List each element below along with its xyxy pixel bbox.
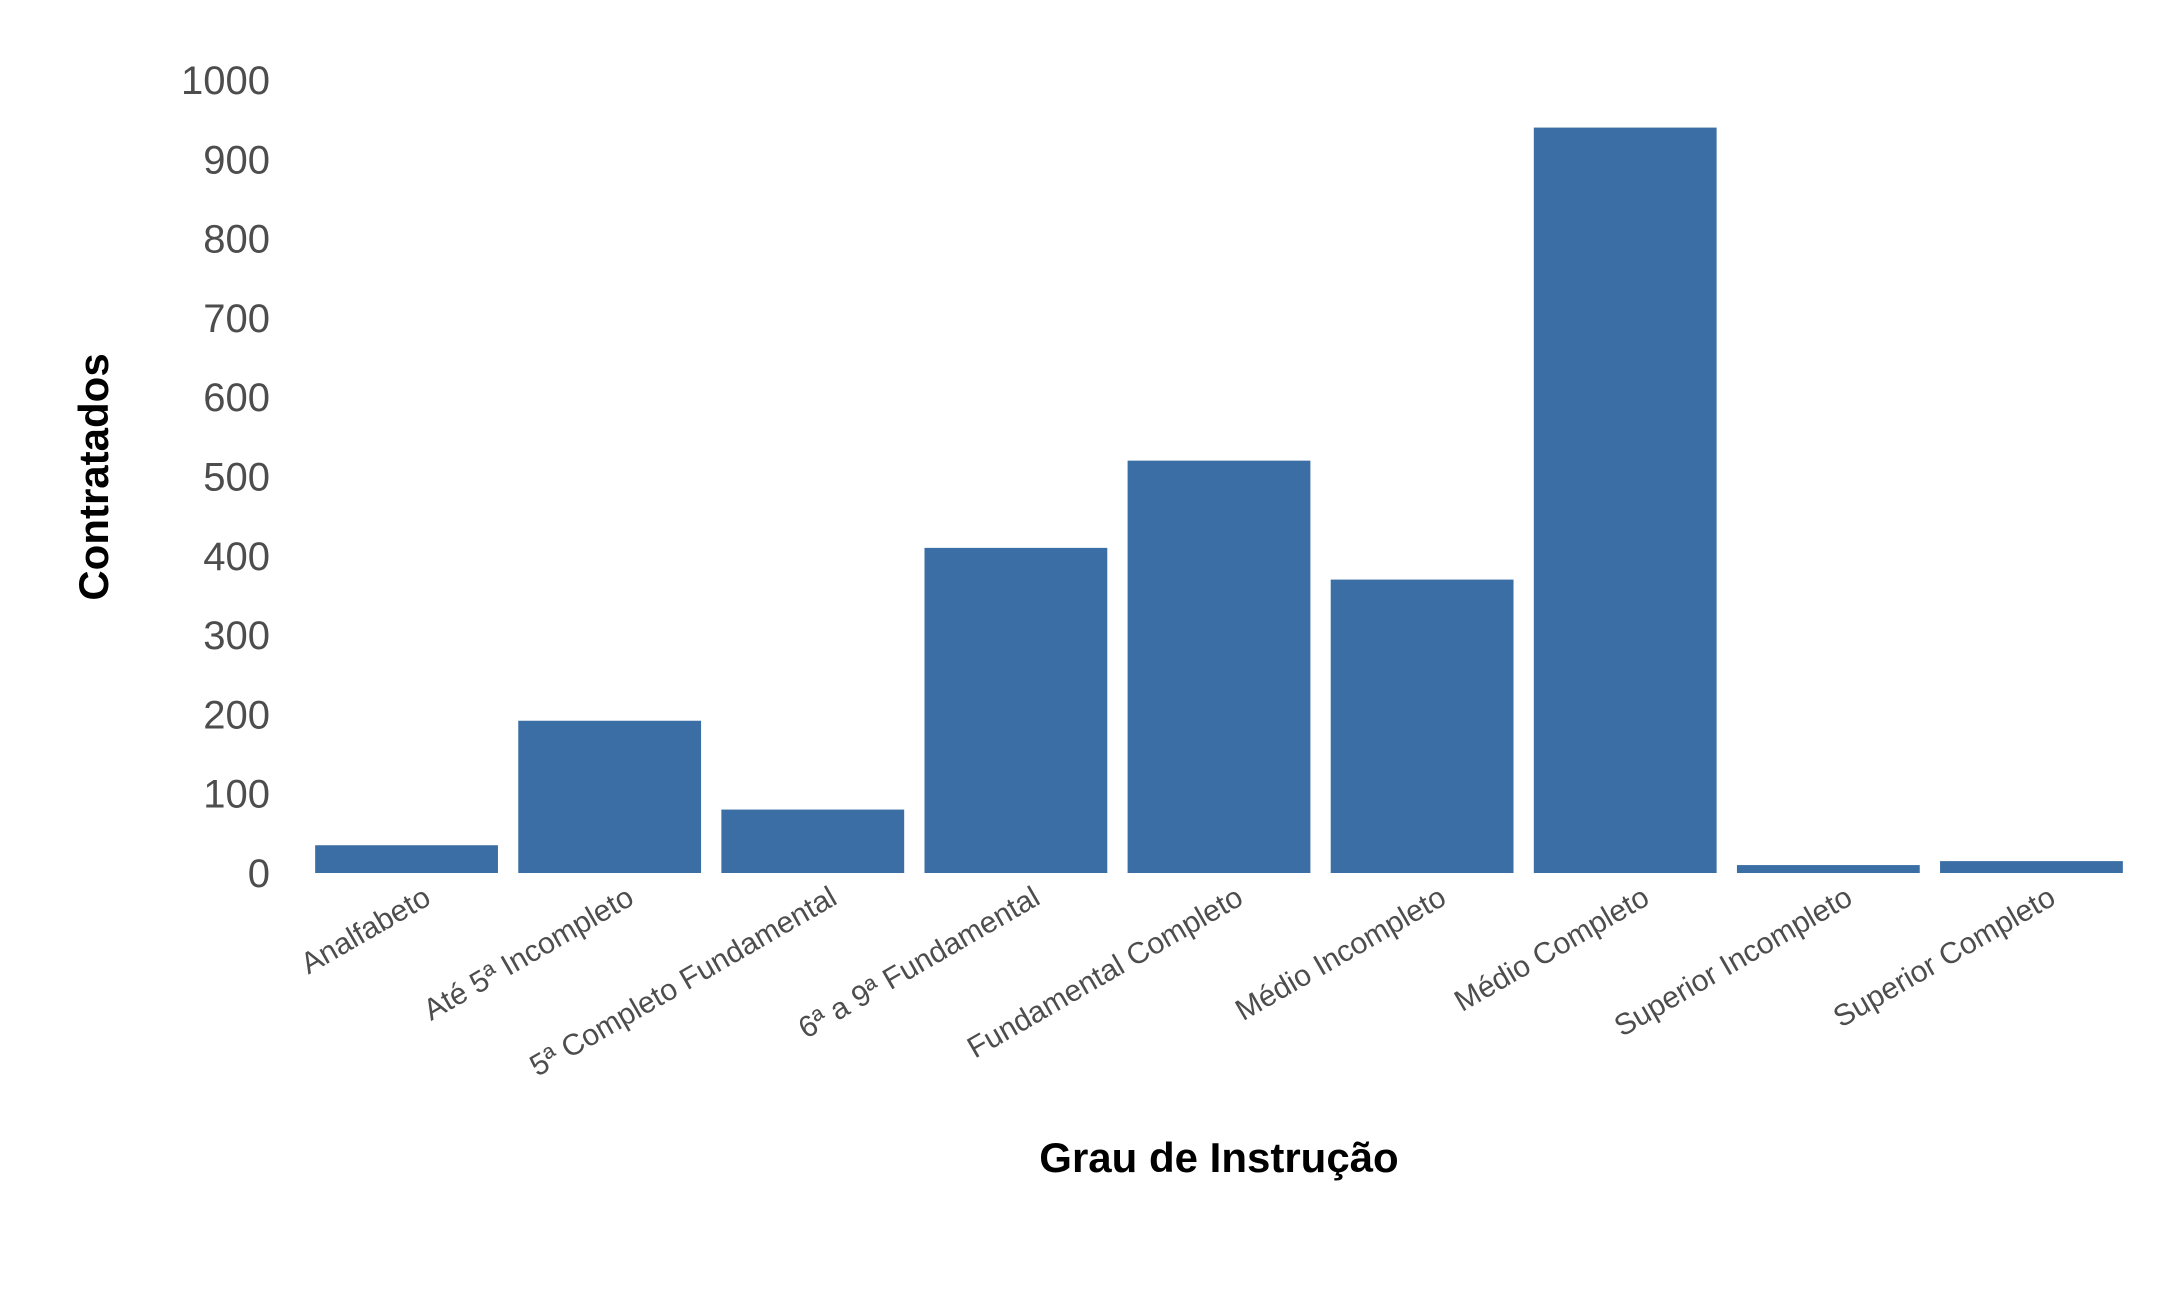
x-tick-label: Médio Incompleto [1230,880,1452,1027]
x-tick-label: Até 5ª Incompleto [418,880,639,1027]
y-tick-label: 200 [203,693,270,737]
bar [924,547,1108,873]
y-tick-label: 0 [248,852,270,896]
bar [1127,460,1311,873]
bar [1940,861,2123,873]
y-axis-title: Contratados [70,353,117,600]
bar [721,809,905,873]
y-tick-label: 300 [203,614,270,658]
bars-layer [315,127,2123,873]
y-tick-label: 500 [203,456,270,500]
x-tick-label: Superior Completo [1828,880,2061,1034]
bar [1736,865,1920,873]
bar [518,720,702,873]
y-axis-ticks: 0 100 200 300 400 500 600 700 800 900 1000 [181,59,270,896]
bar [1533,127,1717,873]
y-tick-label: 700 [203,297,270,341]
y-tick-label: 100 [203,773,270,817]
bar [315,845,498,873]
y-tick-label: 1000 [181,59,270,103]
x-axis-title: Grau de Instrução [1039,1134,1398,1181]
x-tick-label: Analfabeto [295,880,436,980]
y-tick-label: 900 [203,138,270,182]
y-tick-label: 400 [203,535,270,579]
y-tick-label: 800 [203,218,270,262]
x-tick-label: Médio Completo [1449,880,1655,1018]
y-tick-label: 600 [203,376,270,420]
bar [1330,579,1514,873]
